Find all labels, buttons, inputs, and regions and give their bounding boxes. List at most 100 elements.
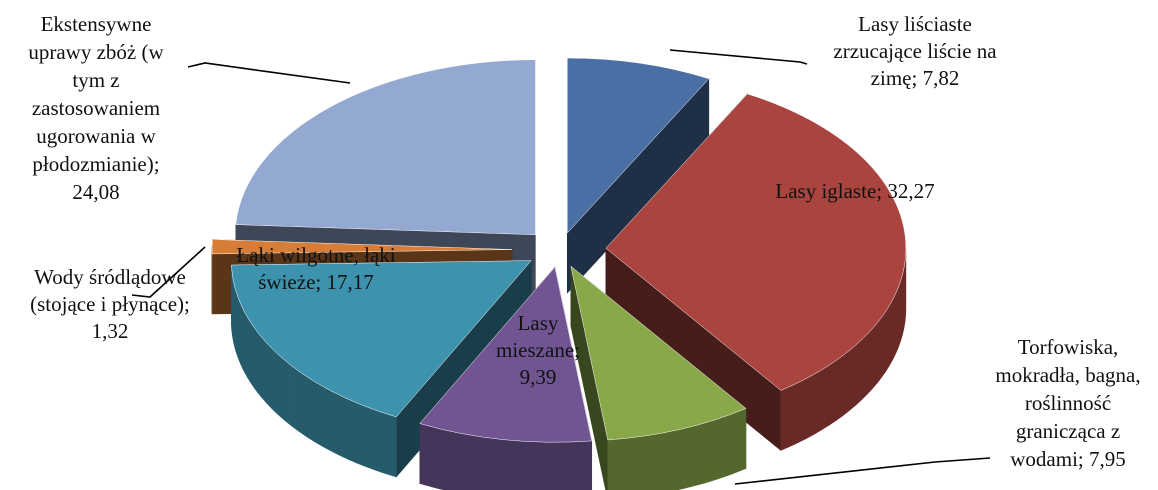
slice-2-side-edge [679, 427, 686, 490]
slice-4-side-edge [247, 316, 253, 386]
pie-slice-0 [567, 57, 710, 234]
slice-2-side-edge [607, 439, 614, 490]
slice-3-side-edge [460, 433, 468, 490]
slice-2-side-edge [709, 419, 715, 482]
data-label-6: Ekstensywne uprawy zbóż (w tym z zastosowan… [28, 12, 164, 204]
slice-4-side-edge [283, 359, 292, 426]
data-label-3-line-2: 9,39 [520, 365, 557, 389]
slice-3-side-edge [478, 436, 486, 490]
slice-2-side-edge [741, 408, 747, 471]
slice-1-side-edge [866, 322, 878, 395]
slice-2-side-edge [639, 435, 645, 490]
slice-2-side-edge [732, 411, 738, 475]
pie-tops [211, 57, 907, 443]
slice-3-side-edge [436, 427, 444, 490]
slice-2-side-edge [644, 434, 651, 490]
slice-3-side-edge [430, 426, 438, 489]
data-label-2-line-2: roślinność [1025, 391, 1111, 415]
slice-2-side-edge [694, 423, 701, 487]
slice-3-side-edge [553, 441, 561, 490]
slice-3-side-edge [454, 431, 461, 490]
slice-4-side-edge [338, 394, 348, 460]
data-label-3: Lasy mieszane; 9,39 [496, 311, 580, 389]
slice-2-side-edge [699, 422, 705, 485]
leader-line-2 [734, 457, 991, 485]
data-label-2: Torfowiska, mokradła, bagna, roślinność gra… [995, 335, 1140, 471]
data-label-4-line-1: świeże; 17,17 [258, 270, 373, 294]
data-label-6-line-0: Ekstensywne [41, 12, 152, 36]
data-label-0-line-2: zimę; 7,82 [871, 66, 960, 90]
slice-1-side-edge [797, 373, 815, 444]
slice-2-side-edge [659, 432, 666, 490]
pie-slice-4 [231, 260, 532, 418]
slice-2-side-edge [736, 409, 742, 473]
pie-slice-3 [419, 266, 593, 443]
slice-2-side-edge [618, 438, 624, 490]
pie-slice-5 [211, 239, 513, 255]
slice-4-side-edge [347, 398, 358, 464]
data-label-6-line-4: ugorowania w [36, 124, 156, 148]
data-label-3-line-0: Lasy [518, 311, 559, 335]
slice-2-side-edge [664, 431, 671, 490]
slice-3-side-edge [572, 441, 580, 490]
slice-3-side-edge [528, 441, 536, 490]
data-labels: Lasy liściaste zrzucające liście na zimę; … [28, 12, 1140, 471]
slice-1-side-edge [842, 344, 857, 416]
slice-3-side-edge [522, 440, 529, 490]
slice-2-side-edge [727, 413, 733, 476]
data-label-5: Wody śródlądowe (stojące i płynące); 1,32 [30, 265, 190, 343]
slice-3-side-edge [547, 441, 555, 490]
slice-2-side-edge [684, 426, 691, 489]
leader-lines [131, 49, 991, 485]
slice-4-side-edge [365, 406, 377, 471]
slice-3-side-edge [566, 441, 574, 490]
pie-slice-2 [570, 265, 747, 441]
slice-4-side-edge [305, 375, 314, 442]
leader-line-5 [131, 246, 206, 298]
slice-2-side-edge [674, 428, 681, 490]
slice-4-side-edge [265, 341, 273, 410]
data-label-1: Lasy iglaste; 32,27 [775, 179, 934, 203]
data-label-6-line-5: płodozmianie); [32, 152, 159, 176]
slice-3-side-edge [497, 438, 504, 490]
slice-4-side-edge [235, 291, 239, 359]
slice-4-side-edge [329, 389, 339, 456]
slice-3-side-edge [585, 440, 593, 490]
slice-3-side-edge [578, 441, 586, 490]
slice-3-side-edge [425, 424, 432, 488]
slice-1-side-edge [780, 382, 799, 451]
data-label-6-line-6: 24,08 [72, 180, 119, 204]
slice-2-side-edge [723, 414, 729, 478]
slice-4-side-edge [385, 413, 397, 478]
data-label-2-line-1: mokradła, bagna, [995, 363, 1140, 387]
slice-3-side-edge [448, 430, 456, 490]
data-label-2-line-4: wodami; 7,95 [1010, 447, 1126, 471]
data-label-5-line-2: 1,32 [92, 319, 129, 343]
data-label-2-line-0: Torfowiska, [1018, 335, 1119, 359]
data-label-2-line-3: granicząca z [1016, 419, 1120, 443]
slice-4-side-edge [240, 304, 245, 372]
data-label-6-line-2: tym z [72, 68, 119, 92]
leader-line-6 [187, 62, 351, 84]
data-label-5-line-0: Wody śródlądowe [34, 265, 186, 289]
slice-3-side-edge [534, 441, 542, 490]
slice-4-side-edge [321, 385, 331, 451]
slice-1-side-edge [855, 333, 868, 406]
slice-4-side-edge [238, 298, 242, 366]
slice-3-side-edge [515, 440, 523, 490]
slice-4-side-edge [356, 402, 367, 468]
slice-2-side-edge [669, 430, 676, 490]
slice-2-side-edge [689, 425, 696, 488]
data-label-0: Lasy liściaste zrzucające liście na zimę; … [833, 12, 997, 90]
pie-slice-1 [605, 93, 907, 391]
slice-4-side-edge [260, 335, 267, 404]
slice-4-side-edge [297, 370, 306, 437]
slice-3-side-edge [540, 441, 548, 490]
leader-line-0 [669, 49, 808, 65]
slice-4-side-edge [290, 364, 299, 432]
slice-2-side-edge [704, 421, 710, 484]
data-label-6-line-3: zastosowaniem [32, 96, 160, 120]
slice-1-side-edge [876, 310, 887, 384]
